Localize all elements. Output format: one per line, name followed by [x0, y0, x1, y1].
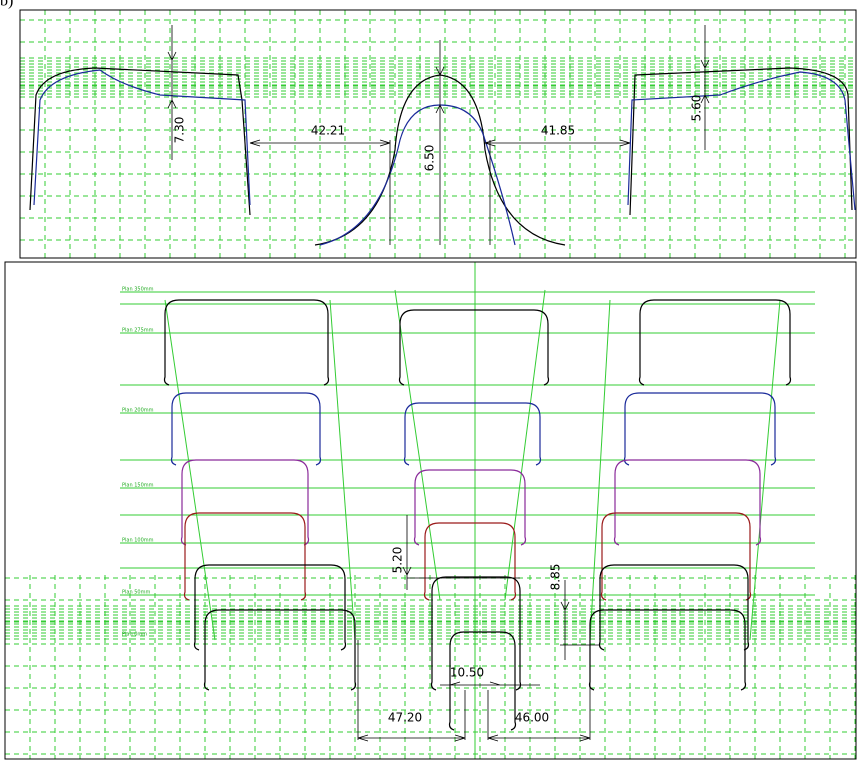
guide-line: [750, 300, 780, 640]
plane-label: Plan 50mm: [122, 590, 150, 596]
guide-line: [165, 300, 215, 640]
profile: [415, 470, 526, 545]
profile: [400, 310, 549, 385]
dimension-label: 5.20: [391, 547, 405, 574]
dimension-label: 41.85: [541, 124, 575, 138]
dimension-label: 5.60: [690, 95, 704, 122]
dimension-label: 8.85: [549, 564, 563, 591]
plane-label: Plan 0mm: [122, 632, 147, 638]
dimension-label: 47.20: [388, 711, 422, 725]
profile: [450, 632, 516, 730]
profile: [182, 460, 309, 545]
dimension-label: 10.50: [450, 666, 484, 680]
dimension-label: 42.21: [311, 124, 345, 138]
profile: [615, 460, 761, 545]
guide-line: [505, 290, 545, 600]
plane-label: Plan 350mm: [122, 287, 154, 293]
profile: [165, 300, 329, 385]
profiles: [30, 68, 855, 730]
dimension-label: 7.30: [173, 117, 187, 144]
dimension-label: 6.50: [423, 145, 437, 172]
profile: [602, 513, 751, 600]
grid: Plan 350mm Plan 275mm Plan 200mm Plan 150mm…: [5, 10, 856, 759]
plane-label: Plan 200mm: [122, 408, 154, 414]
dimensions: 7.30 42.21 6.50 41.85 5.60 5.20 8.85 10.…: [168, 25, 709, 741]
plane-label: Plan 100mm: [122, 538, 154, 544]
profile: [405, 403, 541, 465]
drawing: b) Plan 350mm Plan 275mm Plan 200mm Plan 15…: [0, 0, 857, 760]
dimension-label: 46.00: [515, 711, 549, 725]
plane-label: Plan 150mm: [122, 483, 154, 489]
profile: [172, 393, 321, 465]
profile: [640, 300, 791, 385]
guide-line: [330, 300, 355, 640]
plane-label: Plan 275mm: [122, 328, 154, 334]
caption: b): [0, 0, 13, 10]
profile: [625, 393, 776, 465]
